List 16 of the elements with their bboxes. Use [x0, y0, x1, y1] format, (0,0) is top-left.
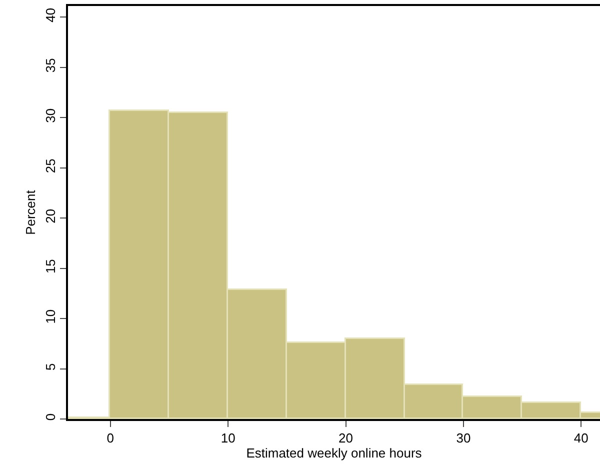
y-tick-label: 30	[42, 108, 58, 123]
y-tick-label: 40	[42, 8, 58, 22]
y-tick-label: 5	[42, 363, 58, 370]
y-tick-label: 35	[42, 58, 58, 73]
x-tick-label: 0	[106, 430, 114, 446]
y-tick-label: 10	[42, 309, 58, 324]
y-tick-label: 25	[42, 158, 58, 174]
y-axis-title: Percent	[23, 190, 38, 235]
x-tick-label: 20	[338, 430, 354, 446]
y-tick-label: 15	[42, 259, 58, 274]
y-tick-label: 0	[42, 413, 58, 421]
x-tick-label: 10	[220, 430, 236, 446]
x-tick-label: 30	[456, 430, 471, 446]
x-axis-title: Estimated weekly online hours	[246, 446, 422, 461]
y-tick-label: 20	[42, 208, 58, 224]
x-tick-label: 40	[574, 430, 588, 446]
